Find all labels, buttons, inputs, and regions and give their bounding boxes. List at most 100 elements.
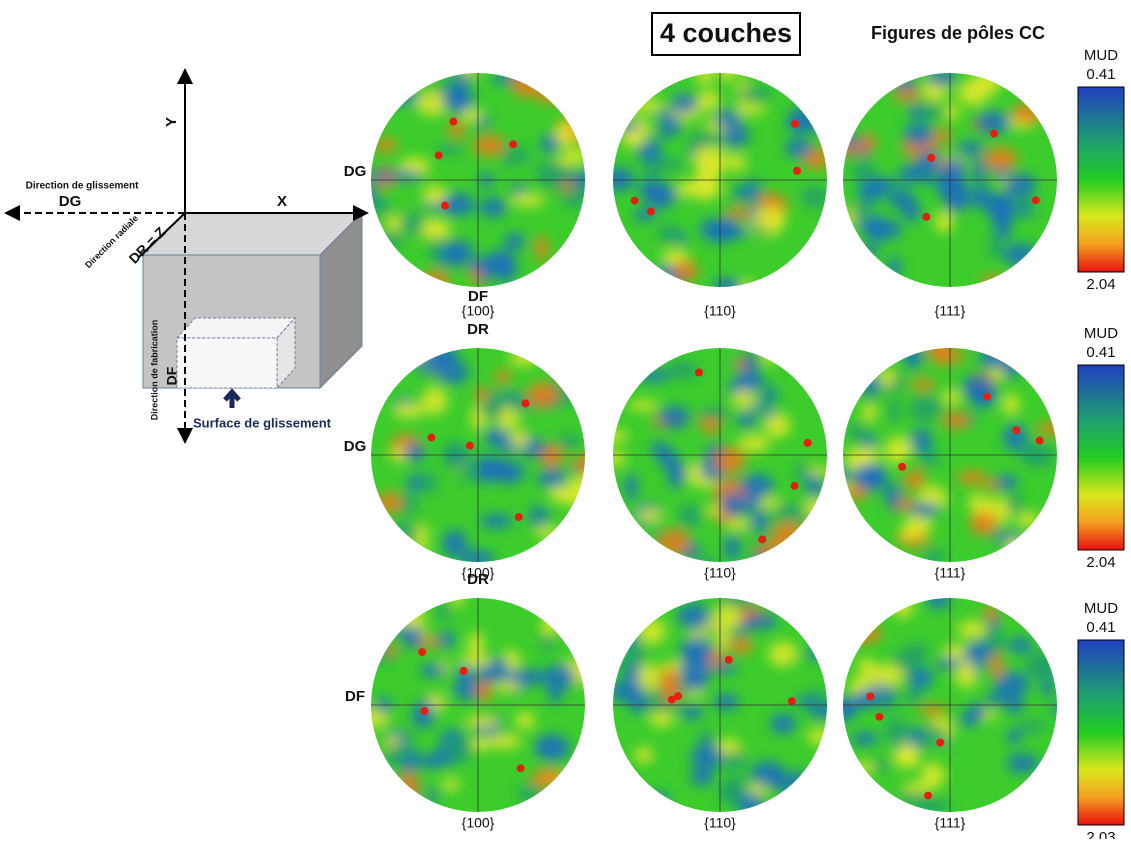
texture-blob — [554, 121, 578, 148]
title: 4 couches — [660, 18, 792, 48]
texture-blob — [450, 598, 465, 607]
texture-peak — [1031, 196, 1040, 205]
texture-blob — [422, 270, 450, 287]
texture-blob — [487, 733, 522, 749]
texture-peak — [787, 697, 796, 706]
texture-blob — [658, 405, 691, 429]
texture-blob — [854, 761, 875, 775]
texture-blob — [893, 746, 921, 768]
texture-blob — [1004, 173, 1037, 198]
colorbar-label: MUD — [1084, 600, 1118, 617]
texture-blob — [666, 360, 699, 380]
colorbar — [1077, 639, 1125, 826]
build-abbr: DF — [164, 366, 180, 385]
texture-blob — [861, 403, 878, 422]
texture-blob — [411, 701, 435, 729]
texture-blob — [534, 85, 566, 104]
texture-blob — [851, 732, 879, 746]
texture-peak — [441, 201, 450, 210]
pole-figure — [613, 73, 827, 287]
texture-blob — [957, 470, 987, 485]
texture-blob — [848, 422, 868, 445]
texture-blob — [910, 378, 936, 390]
texture-blob — [479, 258, 494, 283]
texture-blob — [1016, 512, 1040, 528]
texture-blob — [991, 192, 1013, 209]
texture-blob — [692, 145, 728, 171]
texture-blob — [768, 641, 798, 667]
texture-blob — [540, 445, 564, 468]
texture-blob — [869, 760, 892, 772]
texture-blob — [1008, 637, 1033, 654]
texture-blob — [737, 280, 754, 287]
figure-label: {110} — [704, 565, 736, 581]
texture-blob — [1012, 103, 1042, 124]
texture-blob — [961, 374, 994, 399]
texture-blob — [637, 663, 661, 691]
texture-blob — [884, 483, 902, 510]
texture-blob — [712, 278, 742, 287]
texture — [843, 73, 1042, 287]
texture-blob — [535, 235, 548, 262]
texture-blob — [415, 535, 428, 555]
texture-blob — [760, 349, 778, 364]
texture-blob — [484, 457, 510, 481]
texture-blob — [634, 746, 654, 764]
texture-blob — [807, 728, 827, 746]
texture-blob — [770, 713, 797, 734]
texture-blob — [371, 185, 378, 202]
texture-blob — [415, 90, 450, 116]
texture-blob — [626, 646, 650, 660]
texture-peak — [875, 712, 884, 721]
top-label: DR — [467, 321, 489, 338]
texture-blob — [548, 489, 577, 501]
texture-blob — [672, 260, 699, 282]
colorbar-min: 0.41 — [1086, 344, 1115, 361]
texture-blob — [908, 105, 923, 118]
pole-figure — [843, 73, 1057, 287]
texture-blob — [804, 496, 824, 521]
texture-blob — [740, 473, 774, 498]
texture-blob — [903, 687, 924, 705]
texture-blob — [396, 772, 420, 801]
texture-blob — [436, 600, 451, 621]
texture-blob — [388, 170, 423, 182]
colorbar-max: 2.04 — [1086, 276, 1115, 293]
texture-peak — [459, 666, 468, 675]
texture-blob — [801, 185, 827, 209]
texture-blob — [744, 613, 778, 630]
texture-blob — [503, 232, 525, 251]
texture-blob — [421, 386, 448, 415]
texture-blob — [794, 462, 811, 484]
texture-blob — [690, 744, 724, 771]
texture-blob — [938, 174, 968, 203]
texture-peak — [790, 119, 799, 128]
texture-blob — [988, 233, 1004, 260]
texture-blob — [944, 103, 959, 122]
texture-peak — [427, 433, 436, 442]
texture-blob — [371, 197, 391, 217]
y-axis-label: Y — [163, 117, 180, 127]
texture-blob — [515, 711, 535, 730]
texture-blob — [866, 447, 880, 461]
texture-blob — [972, 157, 986, 186]
texture-peak — [793, 166, 801, 175]
colorbar — [1077, 364, 1125, 551]
texture-peak — [630, 196, 639, 205]
texture-blob — [422, 185, 448, 206]
figure-label: {110} — [704, 815, 736, 831]
texture-blob — [897, 792, 925, 805]
texture-peak — [418, 648, 427, 657]
texture-blob — [806, 474, 823, 499]
texture-blob — [635, 370, 672, 382]
texture-blob — [698, 89, 720, 111]
texture-peak — [465, 441, 474, 450]
texture-blob — [738, 434, 771, 453]
texture-blob — [843, 706, 853, 717]
texture-blob — [613, 450, 626, 467]
texture-blob — [764, 385, 778, 404]
texture-blob — [530, 769, 565, 788]
texture-blob — [655, 109, 673, 123]
texture-blob — [510, 193, 546, 207]
texture — [613, 598, 827, 812]
